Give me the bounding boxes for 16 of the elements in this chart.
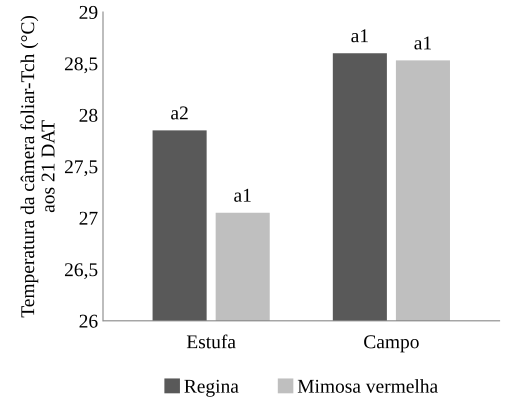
legend-label: Regina [184,380,239,397]
annotation: a1 [234,188,251,202]
y-tick-label: 27 [80,212,98,225]
y-tick-label: 29 [80,6,98,19]
annotation: a1 [351,29,368,42]
y-tick-label: 28,5 [64,57,98,74]
y-axis-title: Temperatura da câmera foliar-Tch (°C) aos 21 DAT [20,16,55,318]
y-tick-label: 26,5 [64,263,98,280]
y-tick-label: 27,5 [64,160,98,176]
x-tick-label: Campo [364,335,419,352]
annotation: a1 [414,36,431,50]
x-tick-label: Estufa [186,334,236,348]
legend-label: Mimosa vermelha [298,379,438,393]
y-tick-label: 26 [80,314,98,328]
annotation: a2 [171,106,188,120]
y-tick-label: 28 [80,108,98,122]
